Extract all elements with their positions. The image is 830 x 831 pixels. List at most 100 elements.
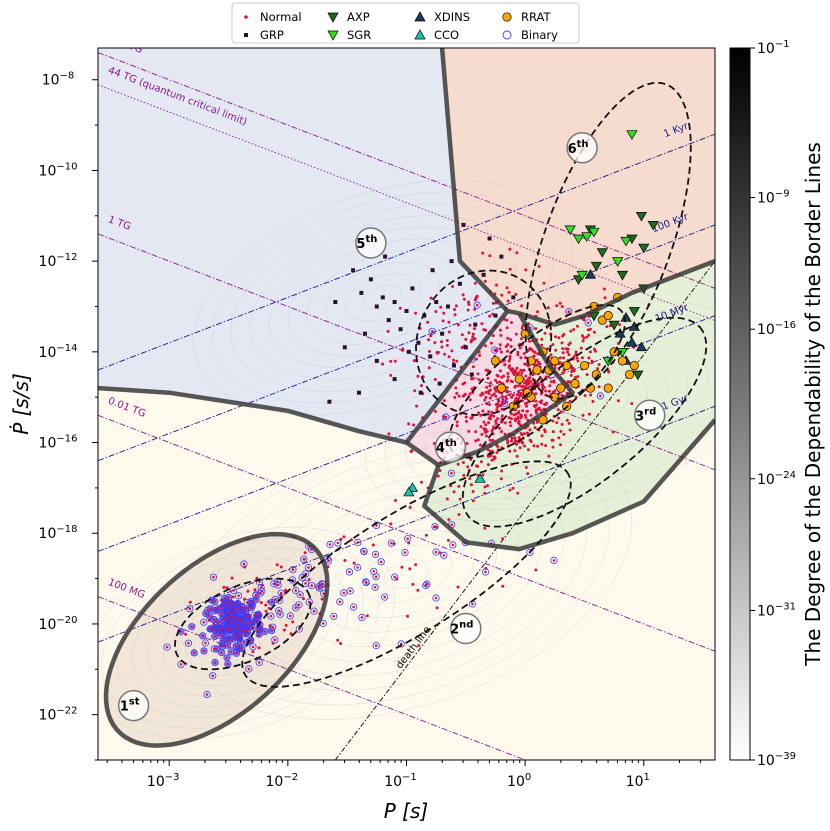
binary-point-core [226, 662, 230, 666]
normal-point [420, 480, 423, 484]
normal-point [526, 448, 530, 452]
binary-point-core [269, 614, 273, 618]
normal-point [352, 561, 356, 565]
density-contour-2-7 [132, 558, 349, 708]
binary-point-core [273, 598, 277, 601]
binary-point-core [356, 541, 360, 544]
normal-point [587, 333, 591, 337]
normal-point [427, 366, 431, 370]
normal-point [469, 457, 473, 461]
normal-point [515, 251, 519, 255]
binary-point [391, 573, 399, 581]
normal-point [434, 310, 438, 313]
normal-point [524, 374, 528, 378]
normal-point [537, 264, 541, 268]
normal-point [505, 318, 509, 322]
normal-point [389, 359, 393, 363]
binary-point [336, 598, 344, 606]
grp-point [383, 254, 388, 259]
colorbar-gradient [729, 47, 751, 761]
binary-point [227, 599, 235, 607]
normal-point [483, 428, 487, 432]
normal-point [467, 331, 471, 335]
age-line-2 [98, 315, 715, 552]
colorbar-tick-label: 10−24 [757, 470, 796, 488]
region-3-label: 3rd [635, 406, 656, 424]
binary-point [295, 625, 303, 633]
normal-point [551, 438, 555, 442]
normal-point [456, 585, 460, 589]
binary-point-core [225, 656, 229, 660]
binary-point-core [165, 645, 169, 649]
normal-point [468, 477, 472, 481]
border-region-1 [103, 531, 330, 748]
region-5-badge [355, 227, 387, 259]
binary-point-core [222, 618, 226, 621]
normal-point [487, 421, 491, 425]
binary-point-core [320, 582, 324, 585]
region-2-badge [450, 612, 482, 645]
normal-point [453, 308, 456, 311]
normal-point [440, 340, 443, 344]
normal-point [393, 359, 397, 363]
normal-point [500, 469, 504, 473]
normal-point [546, 306, 550, 310]
binary-point [245, 665, 253, 673]
normal-point [528, 438, 532, 442]
normal-point [519, 394, 523, 398]
grp-point [440, 331, 445, 336]
density-contour-2-10 [98, 526, 395, 740]
normal-point [443, 352, 447, 356]
normal-point [517, 410, 521, 414]
rrat-point [617, 356, 627, 366]
normal-point [474, 439, 478, 443]
binary-point-core [242, 562, 246, 566]
normal-point [424, 533, 428, 537]
death-line-path [334, 260, 715, 760]
binary-point [370, 567, 378, 575]
region-5-label: 5th [356, 234, 377, 252]
normal-point [478, 354, 482, 357]
binary-point [209, 672, 217, 680]
age-line-3 [98, 405, 715, 643]
normal-point [457, 513, 461, 516]
binary-point [481, 568, 490, 576]
binary-point [353, 563, 362, 572]
binary-point-core [348, 570, 351, 574]
normal-point [461, 293, 465, 297]
y-tick-label: 10−10 [39, 161, 78, 179]
normal-point [464, 415, 468, 419]
normal-point [342, 535, 346, 539]
binary-point [217, 625, 225, 633]
normal-point [469, 483, 473, 487]
normal-point [523, 362, 527, 366]
normal-point [457, 484, 461, 488]
legend-axp-label: AXP [347, 10, 370, 24]
axp-point [590, 261, 602, 272]
normal-point [433, 341, 437, 345]
normal-point [594, 349, 597, 353]
colorbar-tick-label: 10−31 [757, 602, 796, 620]
rrat-point [496, 383, 506, 393]
normal-point [409, 450, 413, 453]
normal-point [513, 449, 517, 453]
field-line-3 [98, 414, 715, 652]
binary-point [422, 581, 430, 590]
region-6-badge [566, 132, 598, 164]
normal-point [494, 419, 498, 423]
binary-point [334, 539, 342, 547]
normal-point [520, 384, 523, 388]
normal-point [476, 438, 480, 442]
normal-point [520, 440, 524, 444]
normal-point [508, 488, 512, 492]
normal-point [454, 304, 458, 308]
binary-point-core [403, 551, 407, 554]
normal-point [551, 343, 555, 347]
border-4-5 [404, 309, 510, 444]
normal-point [429, 296, 433, 300]
binary-point [296, 591, 304, 599]
normal-point [494, 394, 498, 398]
grp-point [449, 259, 454, 264]
normal-point [558, 356, 562, 360]
normal-point [505, 379, 509, 383]
